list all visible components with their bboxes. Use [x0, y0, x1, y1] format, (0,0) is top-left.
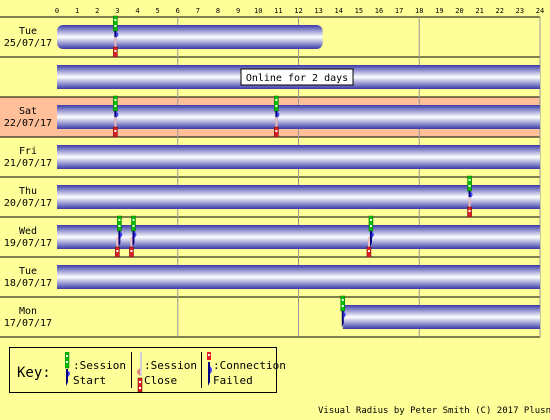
key-connection-failed-line2: Failed — [213, 374, 253, 387]
session-close-marker — [115, 237, 120, 258]
credit-text: Visual Radius by Peter Smith (C) 2017 Pl… — [318, 406, 550, 416]
row-day-label: Thu — [19, 186, 37, 197]
key-session-close-line1: :Session — [144, 359, 197, 372]
row-day-label: Sat — [19, 106, 37, 117]
row-day-label: Mon — [19, 306, 37, 317]
x-tick-label: 1 — [75, 7, 79, 15]
row-date-label: 21/07/17 — [4, 158, 52, 169]
row-day-label: Tue — [19, 266, 37, 277]
x-tick-label: 18 — [415, 7, 423, 15]
session-bar — [57, 265, 540, 289]
x-tick-label: 19 — [435, 7, 443, 15]
key-session-start-line1: :Session — [73, 359, 126, 372]
session-bar — [57, 145, 540, 169]
x-tick-label: 0 — [55, 7, 59, 15]
session-bar — [57, 225, 540, 249]
online-duration-note: Online for 2 days — [240, 68, 354, 86]
x-tick-label: 17 — [395, 7, 403, 15]
row-date-label: 20/07/17 — [4, 198, 52, 209]
x-tick-label: 22 — [496, 7, 504, 15]
row-date-label: 19/07/17 — [4, 238, 52, 249]
row-date-label: 17/07/17 — [4, 318, 52, 329]
x-tick-label: 14 — [335, 7, 343, 15]
row-date-label: 18/07/17 — [4, 278, 52, 289]
session-start-marker — [117, 215, 123, 247]
x-tick-label: 20 — [455, 7, 463, 15]
connection-failed-icon — [207, 352, 212, 386]
session-start-marker — [131, 215, 137, 247]
x-tick-label: 23 — [516, 7, 524, 15]
key-title: Key: — [17, 365, 51, 381]
session-start-icon — [65, 352, 70, 386]
x-tick-label: 13 — [314, 7, 322, 15]
session-close-marker — [467, 197, 472, 218]
x-tick-label: 15 — [355, 7, 363, 15]
x-tick-label: 9 — [236, 7, 240, 15]
session-close-marker — [274, 117, 279, 138]
note-text: Online for 2 days — [246, 73, 348, 84]
session-start-marker — [368, 215, 374, 247]
x-tick-label: 11 — [274, 7, 282, 15]
x-tick-label: 5 — [156, 7, 160, 15]
row-day-label: Wed — [19, 226, 37, 237]
session-close-marker — [113, 37, 118, 58]
x-tick-label: 24 — [536, 7, 544, 15]
session-close-marker — [129, 237, 134, 258]
x-tick-label: 2 — [95, 7, 99, 15]
x-tick-label: 8 — [216, 7, 220, 15]
key-divider — [201, 352, 202, 388]
chart-key: Key: :Session Start :Session Close — [9, 347, 286, 393]
session-bar — [57, 105, 540, 129]
x-tick-label: 7 — [196, 7, 200, 15]
row-date-label: 25/07/17 — [4, 38, 52, 49]
session-bar — [57, 25, 323, 49]
row-day-label: Fri — [19, 146, 37, 157]
row-day-label: Tue — [19, 26, 37, 37]
radius-timeline-chart: 0 1 2 3 4 5 6 7 8 9 10 11 12 13 14 15 16 17 18 19 20 21 22 23 24… — [0, 7, 544, 338]
key-session-close-line2: Close — [144, 374, 178, 387]
x-tick-label: 4 — [135, 7, 139, 15]
session-bar — [57, 185, 540, 209]
session-bar — [342, 305, 540, 329]
row-date-label: 22/07/17 — [4, 118, 52, 129]
session-close-marker — [366, 237, 372, 258]
x-tick-label: 6 — [176, 7, 180, 15]
x-tick-label: 12 — [294, 7, 302, 15]
key-connection-failed-line1: :Connection — [213, 359, 286, 372]
key-session-start-line2: Start — [73, 374, 107, 387]
session-close-icon — [136, 352, 143, 392]
session-start-marker — [340, 295, 346, 327]
x-tick-label: 21 — [475, 7, 483, 15]
x-tick-label: 16 — [375, 7, 383, 15]
x-tick-label: 3 — [115, 7, 119, 15]
x-tick-label: 10 — [254, 7, 262, 15]
session-close-marker — [113, 117, 118, 138]
key-divider — [131, 352, 132, 388]
note-box — [240, 68, 354, 86]
